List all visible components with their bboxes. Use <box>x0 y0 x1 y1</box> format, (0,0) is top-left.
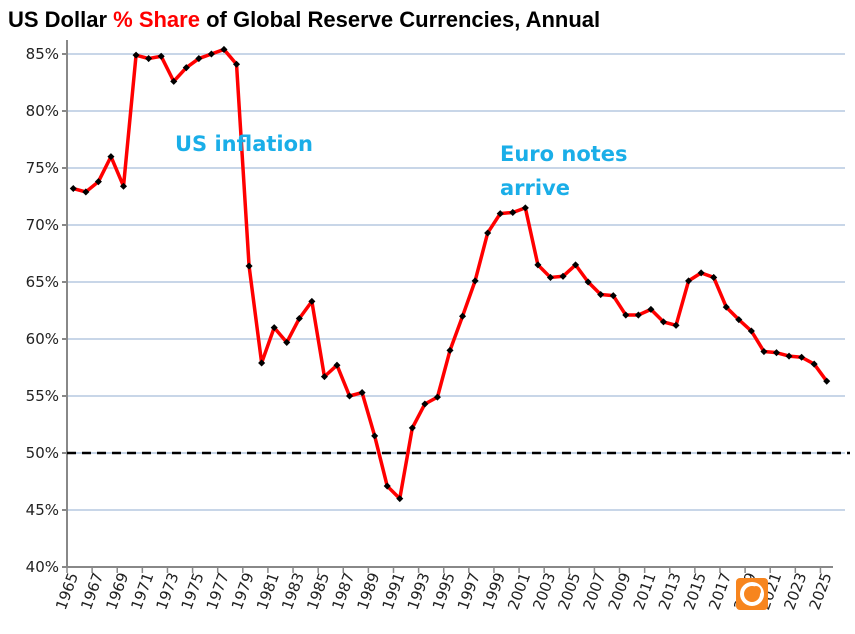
annotation-us-inflation: US inflation <box>175 132 313 156</box>
data-point <box>207 50 215 58</box>
data-point <box>810 360 818 368</box>
data-point <box>685 277 693 285</box>
data-point <box>609 292 617 300</box>
data-point <box>572 261 580 269</box>
data-point <box>145 55 153 63</box>
y-tick-label: 60% <box>26 330 59 348</box>
y-tick-label: 55% <box>26 387 59 405</box>
data-point <box>546 273 554 281</box>
annotation-line: Euro notes <box>500 142 628 166</box>
data-point <box>634 311 642 319</box>
y-tick-label: 65% <box>26 273 59 291</box>
data-point <box>346 392 354 400</box>
data-point <box>446 346 454 354</box>
data-point <box>396 495 404 503</box>
data-point <box>735 316 743 324</box>
watermark-logo <box>736 578 768 610</box>
data-point <box>659 318 668 326</box>
data-point <box>119 182 128 190</box>
data-point <box>94 178 102 186</box>
data-point <box>371 432 379 440</box>
data-point <box>270 324 278 332</box>
y-tick-label: 85% <box>26 45 59 63</box>
annotation-line: US inflation <box>175 132 313 156</box>
data-point <box>82 188 90 196</box>
data-point <box>283 338 291 346</box>
y-tick-label: 80% <box>26 102 59 120</box>
title-part-1: US Dollar <box>8 7 113 32</box>
data-point <box>107 153 115 161</box>
data-point <box>258 359 266 367</box>
data-point <box>647 305 655 313</box>
title-part-2: % Share <box>113 7 200 32</box>
y-tick-label: 50% <box>26 444 59 462</box>
data-point <box>383 482 391 490</box>
data-point <box>333 361 341 369</box>
data-point <box>496 210 504 218</box>
data-markers <box>69 45 831 503</box>
data-point <box>722 303 730 311</box>
data-point <box>521 204 529 212</box>
chart-title: US Dollar % Share of Global Reserve Curr… <box>8 7 600 32</box>
y-tick-label: 75% <box>26 159 59 177</box>
data-point <box>295 314 303 323</box>
title-part-3: of Global Reserve Currencies, Annual <box>200 7 600 32</box>
data-point <box>433 393 441 401</box>
y-tick-label: 45% <box>26 501 59 519</box>
data-point <box>772 349 781 357</box>
data-point <box>747 327 755 335</box>
data-point <box>559 272 567 280</box>
y-axis: 40% 45% 50% 55% 60% 65% 70% 75% 80% 85% <box>26 40 68 576</box>
y-tick-label: 40% <box>26 558 59 576</box>
data-point <box>584 278 592 286</box>
data-point <box>245 262 253 270</box>
data-point <box>484 229 492 237</box>
data-point <box>509 208 517 216</box>
data-point <box>308 297 316 305</box>
data-point <box>408 424 416 432</box>
data-point <box>622 311 630 319</box>
data-point <box>785 352 793 360</box>
data-point <box>459 312 467 320</box>
data-point <box>157 52 165 60</box>
data-point <box>534 261 542 269</box>
data-point <box>320 373 328 381</box>
data-point <box>69 184 77 193</box>
data-point <box>672 321 680 329</box>
data-point <box>710 273 718 281</box>
data-point <box>220 45 228 53</box>
data-point <box>597 291 605 299</box>
data-point <box>760 348 768 356</box>
data-point <box>697 269 705 277</box>
data-point <box>170 77 178 85</box>
y-tick-label: 70% <box>26 216 59 234</box>
data-point <box>132 51 140 59</box>
data-point <box>823 377 831 385</box>
data-point <box>421 400 429 408</box>
data-point <box>471 277 479 285</box>
data-point <box>798 353 806 361</box>
data-point <box>358 389 366 397</box>
annotation-line: arrive <box>500 176 570 200</box>
data-point <box>195 55 203 63</box>
data-point <box>182 64 190 72</box>
gridlines <box>67 53 845 511</box>
x-axis: 1965196719691971197319751977197919811983… <box>52 566 835 612</box>
annotation-euro-notes: Euro notes arrive <box>500 142 635 200</box>
